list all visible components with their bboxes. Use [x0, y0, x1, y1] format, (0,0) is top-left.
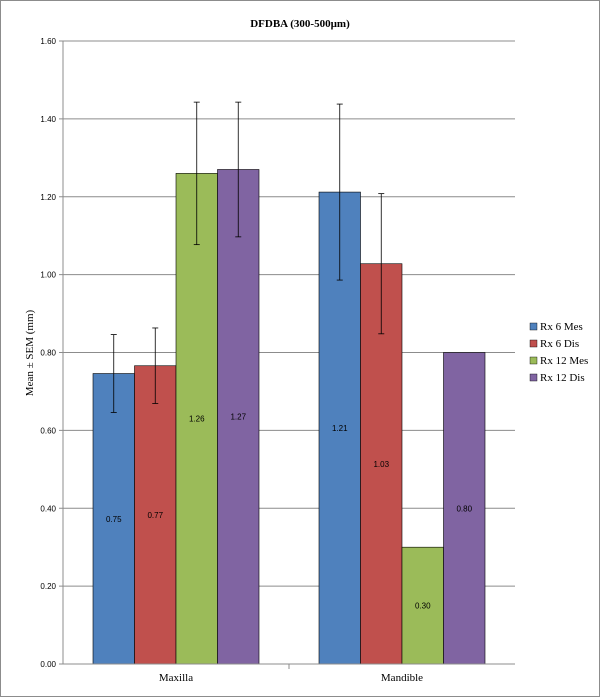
data-label: 0.80 [456, 504, 472, 513]
data-label: 0.77 [147, 511, 163, 520]
data-label: 1.21 [332, 424, 348, 433]
y-axis-label: Mean ± SEM (mm) [24, 309, 36, 396]
y-tick-label: 1.20 [40, 193, 56, 202]
legend-swatch [529, 339, 538, 348]
y-tick-label: 0.80 [40, 349, 56, 358]
data-label: 1.03 [373, 460, 389, 469]
data-label: 1.26 [189, 415, 205, 424]
y-tick-label: 0.00 [40, 660, 56, 669]
legend-label: Rx 12 Mes [540, 355, 588, 367]
y-tick-label: 0.40 [40, 504, 56, 513]
y-tick-label: 0.20 [40, 582, 56, 591]
y-tick-label: 1.40 [40, 115, 56, 124]
chart-title: DFDBA (300-500µm) [250, 18, 350, 30]
y-tick-label: 1.00 [40, 271, 56, 280]
x-category-label: Maxilla [159, 672, 193, 684]
data-label: 0.75 [106, 515, 122, 524]
legend-swatch [529, 373, 538, 382]
legend-label: Rx 6 Mes [540, 321, 583, 333]
bar [92, 373, 135, 665]
legend-swatch [529, 356, 538, 365]
data-label: 1.27 [230, 413, 246, 422]
legend-swatch [529, 322, 538, 331]
bar [217, 169, 260, 665]
legend-label: Rx 6 Dis [540, 338, 579, 350]
bar [401, 546, 444, 665]
bar [134, 365, 177, 665]
y-tick-label: 0.60 [40, 426, 56, 435]
x-category-label: Mandible [381, 672, 423, 684]
y-tick-label: 1.60 [40, 37, 56, 46]
data-label: 0.30 [415, 602, 431, 611]
legend-label: Rx 12 Dis [540, 372, 585, 384]
